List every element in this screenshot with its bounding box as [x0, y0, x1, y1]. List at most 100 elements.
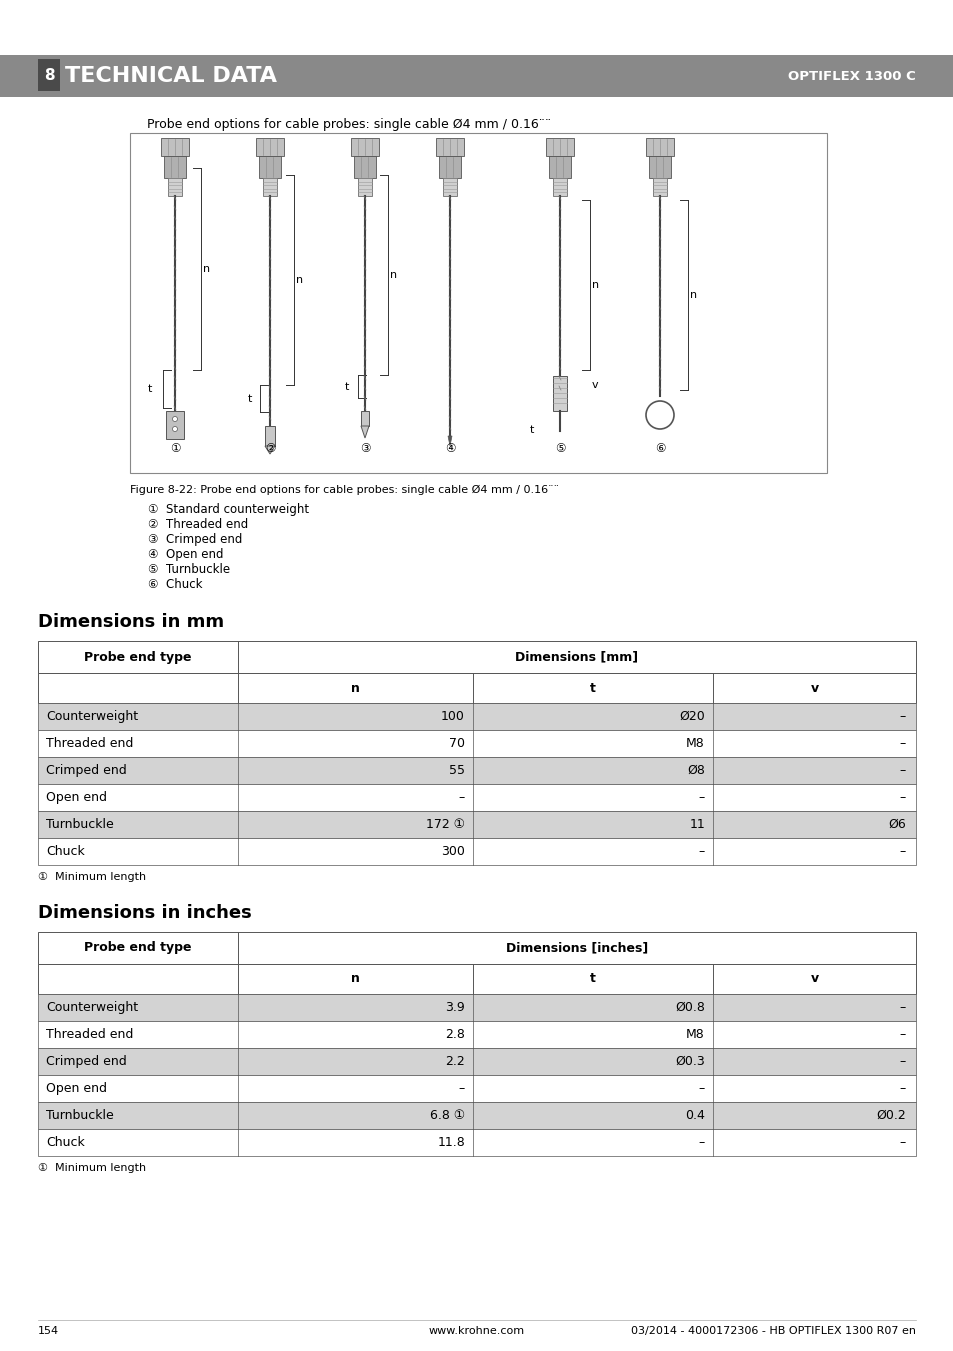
- Bar: [548, 155, 571, 178]
- Text: 2.8: 2.8: [445, 1028, 464, 1042]
- Text: t: t: [590, 681, 596, 694]
- Text: ①  Minimum length: ① Minimum length: [38, 871, 146, 882]
- Text: Figure 8-22: Probe end options for cable probes: single cable Ø4 mm / 0.16¨¨: Figure 8-22: Probe end options for cable…: [130, 485, 558, 496]
- Text: Ø8: Ø8: [686, 765, 704, 777]
- Bar: [351, 138, 378, 155]
- Bar: [38, 1129, 915, 1156]
- Text: t: t: [148, 384, 152, 394]
- Text: Ø0.3: Ø0.3: [675, 1055, 704, 1069]
- Text: Chuck: Chuck: [46, 844, 85, 858]
- Bar: [263, 178, 276, 196]
- Text: Threaded end: Threaded end: [46, 1028, 133, 1042]
- Text: ⑥  Chuck: ⑥ Chuck: [148, 578, 202, 590]
- Text: –: –: [899, 765, 905, 777]
- Text: –: –: [899, 1136, 905, 1148]
- Text: ④  Open end: ④ Open end: [148, 549, 223, 561]
- Bar: [38, 1048, 915, 1075]
- Text: –: –: [899, 738, 905, 750]
- Bar: [438, 155, 460, 178]
- Bar: [255, 138, 284, 155]
- Text: n: n: [592, 280, 598, 290]
- Text: ②: ②: [265, 442, 275, 454]
- Text: ④: ④: [444, 442, 455, 454]
- Text: –: –: [899, 711, 905, 723]
- Bar: [164, 155, 186, 178]
- Text: 172 ①: 172 ①: [426, 817, 464, 831]
- Text: –: –: [698, 790, 704, 804]
- Text: 03/2014 - 4000172306 - HB OPTIFLEX 1300 R07 en: 03/2014 - 4000172306 - HB OPTIFLEX 1300 …: [630, 1325, 915, 1336]
- Bar: [38, 730, 915, 757]
- Text: 55: 55: [449, 765, 464, 777]
- Text: t: t: [248, 393, 253, 404]
- Bar: [265, 426, 274, 446]
- Text: 0.4: 0.4: [684, 1109, 704, 1121]
- Text: n: n: [689, 290, 697, 300]
- Text: –: –: [899, 1082, 905, 1096]
- Bar: [442, 178, 456, 196]
- Text: n: n: [390, 270, 396, 280]
- Bar: [38, 1075, 915, 1102]
- Text: 11: 11: [688, 817, 704, 831]
- Text: Dimensions in mm: Dimensions in mm: [38, 613, 224, 631]
- Bar: [38, 932, 915, 965]
- Text: Probe end type: Probe end type: [84, 650, 192, 663]
- Text: Ø0.2: Ø0.2: [876, 1109, 905, 1121]
- Text: Crimped end: Crimped end: [46, 1055, 127, 1069]
- Text: M8: M8: [685, 1028, 704, 1042]
- Text: n: n: [351, 973, 359, 985]
- Bar: [360, 411, 369, 426]
- Text: ①: ①: [170, 442, 180, 454]
- Bar: [652, 178, 666, 196]
- Bar: [38, 59, 60, 91]
- Text: Counterweight: Counterweight: [46, 711, 138, 723]
- Polygon shape: [360, 426, 369, 438]
- Text: n: n: [295, 276, 303, 285]
- Text: Chuck: Chuck: [46, 1136, 85, 1148]
- Text: 300: 300: [440, 844, 464, 858]
- Bar: [38, 1021, 915, 1048]
- Bar: [38, 640, 915, 673]
- Text: t: t: [345, 381, 349, 392]
- Circle shape: [172, 416, 177, 422]
- Text: Turnbuckle: Turnbuckle: [46, 817, 113, 831]
- Text: –: –: [698, 1082, 704, 1096]
- Text: –: –: [698, 844, 704, 858]
- Bar: [38, 757, 915, 784]
- Text: Ø0.8: Ø0.8: [675, 1001, 704, 1015]
- Text: t: t: [590, 973, 596, 985]
- Bar: [38, 1102, 915, 1129]
- Text: 6.8 ①: 6.8 ①: [430, 1109, 464, 1121]
- Text: www.krohne.com: www.krohne.com: [429, 1325, 524, 1336]
- Text: 70: 70: [449, 738, 464, 750]
- Text: Ø20: Ø20: [679, 711, 704, 723]
- Bar: [553, 376, 566, 411]
- Circle shape: [172, 427, 177, 431]
- Text: ①  Minimum length: ① Minimum length: [38, 1163, 146, 1173]
- Bar: [38, 994, 915, 1021]
- Text: ②  Threaded end: ② Threaded end: [148, 517, 248, 531]
- Bar: [38, 965, 915, 994]
- Text: Threaded end: Threaded end: [46, 738, 133, 750]
- Text: –: –: [698, 1136, 704, 1148]
- Bar: [354, 155, 375, 178]
- Text: Dimensions [inches]: Dimensions [inches]: [505, 942, 647, 955]
- Text: ③  Crimped end: ③ Crimped end: [148, 534, 242, 546]
- Text: –: –: [458, 790, 464, 804]
- Bar: [258, 155, 281, 178]
- Bar: [130, 132, 826, 473]
- Text: –: –: [899, 1001, 905, 1015]
- Text: v: v: [592, 380, 598, 390]
- Bar: [166, 411, 184, 439]
- Text: OPTIFLEX 1300 C: OPTIFLEX 1300 C: [787, 69, 915, 82]
- Text: Ø6: Ø6: [887, 817, 905, 831]
- Text: M8: M8: [685, 738, 704, 750]
- Text: –: –: [899, 790, 905, 804]
- Text: 8: 8: [44, 68, 54, 82]
- Text: n: n: [203, 263, 210, 274]
- Text: –: –: [899, 1055, 905, 1069]
- Text: Turnbuckle: Turnbuckle: [46, 1109, 113, 1121]
- Text: Crimped end: Crimped end: [46, 765, 127, 777]
- Text: Counterweight: Counterweight: [46, 1001, 138, 1015]
- Bar: [38, 838, 915, 865]
- Text: n: n: [351, 681, 359, 694]
